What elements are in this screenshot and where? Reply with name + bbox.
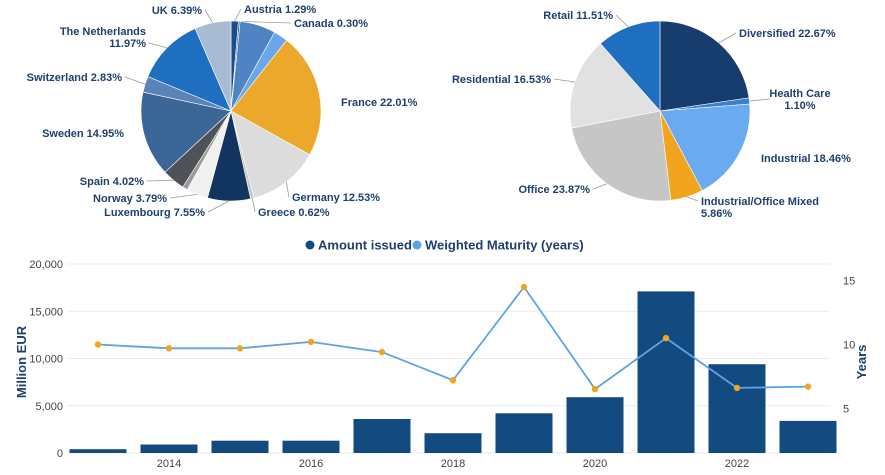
y2-axis-title: Years [854, 345, 869, 380]
country-label-luxembourg: Luxembourg 7.55% [104, 207, 205, 219]
point-weighted-maturity-2016 [307, 338, 315, 346]
line-weighted-maturity [97, 285, 809, 391]
bar-amount-issued-2014 [140, 444, 198, 453]
sector-leader-diversified [718, 32, 737, 44]
sector-leader-residential [553, 78, 575, 83]
bar-amount-issued-2020 [566, 397, 624, 453]
country-leader-the-netherlands [148, 42, 167, 49]
chart-legend: Amount issued Weighted Maturity (years) [305, 238, 584, 253]
x-tick-label-2016: 2016 [299, 458, 323, 470]
country-leader-uk [204, 9, 214, 24]
country-leader-norway [169, 194, 198, 199]
y-tick-label-20000: 20,000 [29, 259, 63, 271]
x-tick-label-2022: 2022 [725, 458, 749, 470]
point-weighted-maturity-2020 [591, 385, 599, 393]
point-weighted-maturity-2019 [520, 283, 528, 291]
country-leader-canada [239, 21, 292, 24]
sector-leader-office [592, 183, 608, 190]
country-label-switzerland: Switzerland 2.83% [27, 72, 123, 84]
sector-label-diversified: Diversified 22.67% [739, 28, 836, 40]
issuance-combo-chart: 0 5,000 10,000 15,000 20,000 5 10 15 2014 2016 201… [29, 259, 855, 470]
y2-tick-label-15: 15 [843, 276, 855, 288]
x-tick-label-2020: 2020 [583, 458, 607, 470]
point-weighted-maturity-2014 [165, 345, 173, 352]
country-slice-sweden [140, 91, 232, 173]
bar-amount-issued-2023 [779, 420, 837, 453]
point-weighted-maturity-2013 [94, 341, 102, 348]
country-slice-france [230, 39, 322, 156]
bar-amount-issued-2018 [424, 433, 482, 453]
point-weighted-maturity-2021 [662, 334, 670, 342]
bar-amount-issued-2021 [637, 291, 695, 453]
country-leader-austria [234, 8, 242, 22]
x-tick-label-2014: 2014 [157, 458, 181, 470]
bar-amount-issued-2019 [495, 413, 553, 453]
sector-label-health-care: Health Care 1.10% [769, 88, 830, 112]
country-label-france: France 22.01% [341, 97, 418, 109]
country-slice-the-netherlands [147, 28, 232, 112]
point-weighted-maturity-2018 [449, 377, 457, 384]
sector-leader-health-care [749, 98, 771, 102]
country-label-spain: Spain 4.02% [80, 176, 144, 188]
sector-slice-diversified [659, 20, 750, 112]
point-weighted-maturity-2022 [733, 384, 741, 392]
y-tick-label-15000: 15,000 [29, 306, 63, 318]
country-leader-luxembourg [207, 200, 230, 213]
x-tick-label-2018: 2018 [441, 458, 465, 470]
country-leader-spain [146, 179, 174, 182]
country-label-uk: UK 6.39% [152, 5, 202, 17]
sector-label-industrial-office-mixed: Industrial/Office Mixed 5.86% [701, 196, 819, 220]
country-leader-switzerland [124, 76, 146, 85]
sector-leader-industrial-office-mixed [686, 196, 699, 202]
sector-label-residential: Residential 16.53% [452, 74, 551, 86]
country-leader-germany [285, 181, 290, 198]
country-label-germany: Germany 12.53% [292, 192, 380, 204]
bar-amount-issued-2016 [282, 440, 340, 453]
legend-label-weighted-maturity: Weighted Maturity (years) [425, 238, 584, 253]
bar-amount-issued-2022 [708, 364, 766, 453]
y2-tick-label-10: 10 [843, 339, 855, 351]
bar-amount-issued-2017 [353, 419, 411, 453]
y-tick-label-0: 0 [57, 448, 63, 460]
country-slice-uk [194, 20, 232, 112]
y-tick-label-5000: 5,000 [35, 401, 63, 413]
sector-slice-retail [600, 20, 661, 112]
country-label-austria: Austria 1.29% [244, 4, 316, 16]
legend-marker-amount-issued [305, 240, 315, 250]
point-weighted-maturity-2023 [804, 383, 812, 390]
y2-tick-label-5: 5 [843, 403, 849, 415]
country-label-the-netherlands: The Netherlands 11.97% [60, 26, 146, 50]
legend-label-amount-issued: Amount issued [318, 238, 412, 253]
country-label-greece: Greece 0.62% [258, 207, 330, 219]
sector-label-retail: Retail 11.51% [543, 10, 613, 22]
y-tick-label-10000: 10,000 [29, 354, 63, 366]
country-label-canada: Canada 0.30% [294, 18, 368, 30]
y-axis-title: Million EUR [14, 325, 29, 398]
bar-amount-issued-2015 [211, 440, 269, 453]
sector-label-industrial: Industrial 18.46% [761, 153, 851, 165]
country-label-norway: Norway 3.79% [93, 193, 167, 205]
point-weighted-maturity-2015 [236, 345, 244, 352]
point-weighted-maturity-2017 [378, 348, 386, 356]
sector-leader-retail [615, 14, 629, 28]
legend-marker-weighted-maturity [412, 240, 422, 250]
country-label-sweden: Sweden 14.95% [42, 128, 124, 140]
bar-amount-issued-2013 [69, 449, 127, 453]
country-pie-chart: Austria 1.29% Canada 0.30% France 22.01% Ge… [27, 4, 418, 219]
sector-label-office: Office 23.87% [518, 184, 590, 196]
country-leader-greece [252, 198, 256, 213]
sector-slice-residential [569, 43, 661, 129]
sector-slice-industrial [659, 103, 751, 191]
sector-pie-chart: Diversified 22.67% Health Care 1.10% Indust… [452, 10, 851, 220]
